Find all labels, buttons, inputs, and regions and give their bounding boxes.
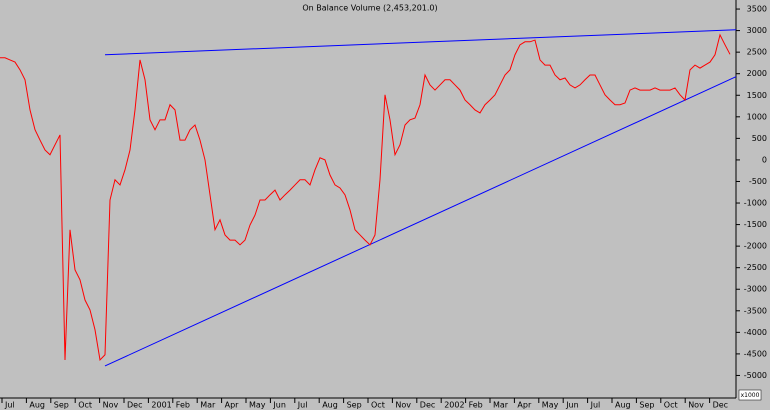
x-tick-label: 2002 [444, 401, 464, 410]
x-tick-label: Oct [664, 401, 678, 410]
x-tick-label: Oct [371, 401, 385, 410]
x-tick-label: Nov [688, 401, 704, 410]
y-tick-label: 0 [762, 155, 767, 164]
x-tick-label: Dec [713, 401, 728, 410]
x-tick-label: Sep [54, 401, 69, 410]
x-tick-label: Jul [590, 401, 601, 410]
y-tick-label: -2000 [744, 242, 767, 251]
x-tick-label: Apr [225, 401, 240, 410]
y-tick-label: 3500 [747, 5, 767, 14]
x-tick-label: Feb [176, 401, 190, 410]
y-tick-label: -2500 [744, 263, 767, 272]
x-tick-label: Dec [127, 401, 142, 410]
unit-box [738, 389, 762, 401]
x-tick-label: Mar [493, 401, 509, 410]
trend-line [104, 29, 737, 56]
x-tick-label: Jul [4, 401, 15, 410]
x-tick-label: Dec [420, 401, 435, 410]
x-tick-label: May [542, 401, 559, 410]
y-tick-label: 1500 [747, 91, 767, 100]
unit-label: x1000 [741, 392, 760, 399]
x-tick-label: Feb [469, 401, 483, 410]
chart-title: On Balance Volume (2,453,201.0) [302, 4, 437, 13]
x-tick-label: Jun [565, 401, 579, 410]
y-tick-label: -500 [749, 177, 767, 186]
y-tick-label: -3500 [744, 306, 767, 315]
y-tick-label: 500 [752, 134, 767, 143]
y-tick-label: -5000 [744, 371, 767, 380]
x-tick-label: Aug [29, 401, 45, 410]
y-tick-label: -4000 [744, 328, 767, 337]
trend-line [104, 76, 737, 367]
y-tick-label: 2000 [747, 69, 767, 78]
obv-line [0, 33, 731, 361]
x-tick-label: Aug [322, 401, 338, 410]
y-tick-label: 1000 [747, 112, 767, 121]
x-tick-label: Nov [395, 401, 411, 410]
y-tick-label: -3000 [744, 285, 767, 294]
x-tick-label: Mar [200, 401, 216, 410]
x-tick-label: Jun [272, 401, 286, 410]
x-tick-label: Apr [517, 401, 532, 410]
y-tick-label: 2500 [747, 48, 767, 57]
y-tick-label: 3000 [747, 26, 767, 35]
x-tick-label: Sep [347, 401, 362, 410]
x-tick-label: Sep [639, 401, 654, 410]
y-tick-label: -4500 [744, 349, 767, 358]
y-tick-label: -1000 [744, 199, 767, 208]
x-tick-label: Nov [103, 401, 119, 410]
x-tick-label: Aug [615, 401, 631, 410]
x-tick-label: Jul [297, 401, 308, 410]
y-tick-label: -1500 [744, 220, 767, 229]
x-tick-label: May [249, 401, 266, 410]
x-tick-label: 2001 [151, 401, 171, 410]
x-tick-label: Oct [78, 401, 92, 410]
